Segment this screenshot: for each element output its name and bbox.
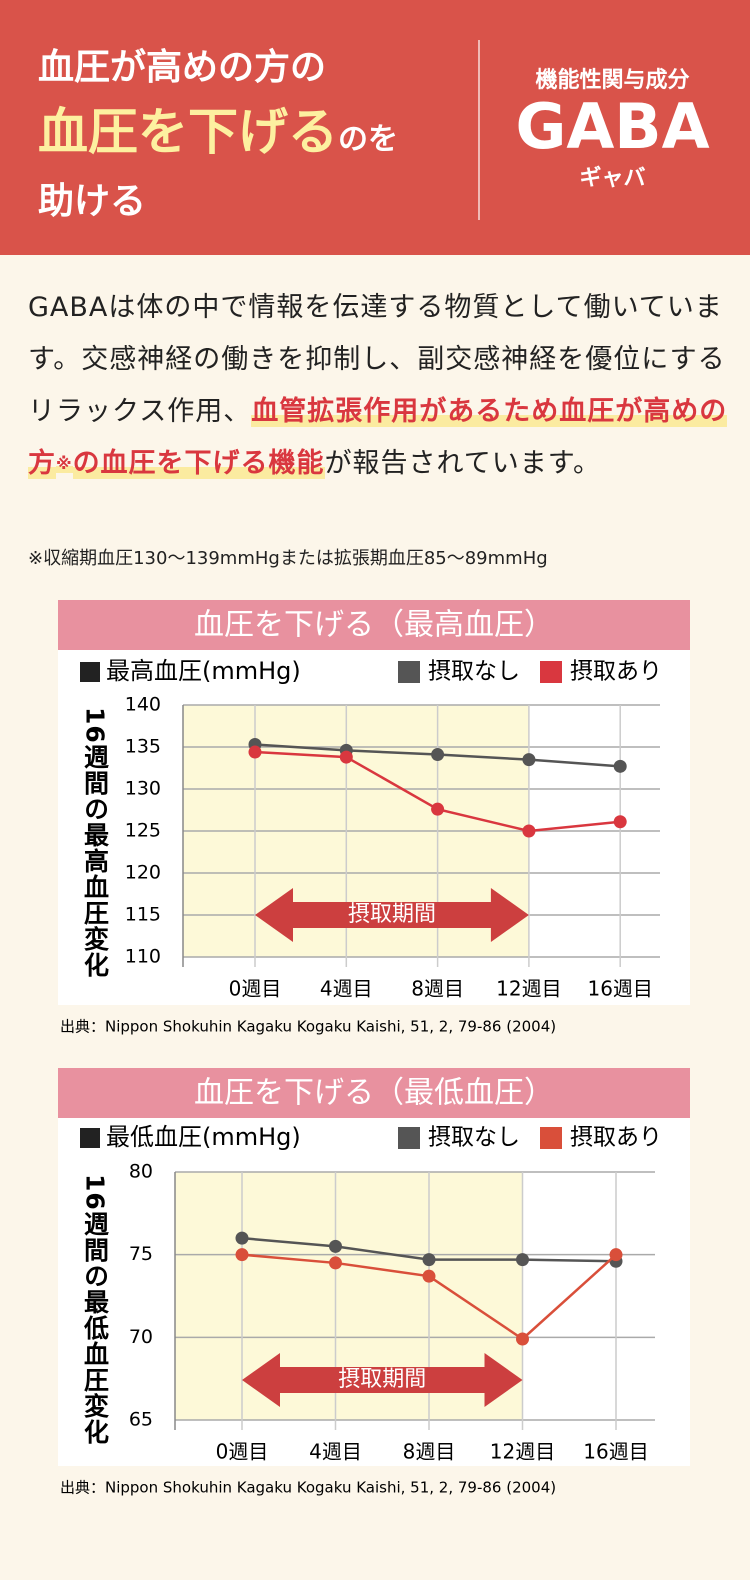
y-tick-label: 65 bbox=[129, 1409, 153, 1431]
legend-label: 摂取あり bbox=[570, 1125, 662, 1151]
y-tick-label: 125 bbox=[125, 820, 161, 842]
legend-label: 摂取なし bbox=[428, 659, 520, 685]
source: 出典：Nippon Shokuhin Kagaku Kogaku Kaishi,… bbox=[60, 1479, 556, 1497]
paragraph: GABAは体の中で情報を伝達する物質として働いています。交感神経の働きを抑制し、… bbox=[28, 282, 728, 490]
data-point bbox=[339, 750, 353, 764]
legend-title: 最低血圧(mmHg) bbox=[106, 1123, 301, 1151]
legend-title: 最高血圧(mmHg) bbox=[106, 657, 301, 685]
title-line: 助ける bbox=[38, 181, 147, 222]
chart: 血圧を下げる（最低血圧） 最低血圧(mmHg) 摂取なし 摂取あり 65 70 75 80 0週… bbox=[58, 1068, 690, 1497]
data-point bbox=[609, 1248, 623, 1262]
header: 血圧が高めの方の 血圧を下げるのを 助ける 機能性関与成分 GABA ギャバ bbox=[0, 0, 750, 255]
title-bar bbox=[58, 1068, 690, 1118]
data-point bbox=[613, 759, 627, 773]
x-tick-label: 8週目 bbox=[403, 1440, 456, 1464]
period-arrow bbox=[242, 1353, 523, 1407]
text: GABAは体の中で情報を伝達する物質として働いています。交感神経の働きを抑制し、… bbox=[28, 292, 726, 427]
data-point bbox=[329, 1256, 342, 1270]
data-point bbox=[431, 802, 445, 816]
data-point bbox=[431, 748, 445, 762]
y-tick-label: 80 bbox=[129, 1161, 153, 1183]
data-point bbox=[522, 824, 536, 838]
title-highlight: 血圧を下げる bbox=[38, 103, 338, 161]
x-tick-label: 4週目 bbox=[320, 977, 373, 1001]
legend-swatch bbox=[540, 1127, 562, 1149]
y-axis-label: 16週間の最高血圧変化 bbox=[81, 707, 110, 978]
y-tick-label: 75 bbox=[129, 1243, 153, 1265]
data-point bbox=[522, 753, 536, 767]
x-tick-label: 8週目 bbox=[411, 977, 464, 1001]
legend-label: 摂取なし bbox=[428, 1125, 520, 1151]
badge-reading: ギャバ bbox=[579, 166, 646, 191]
legend-square bbox=[80, 1128, 100, 1148]
chart-title: 血圧を下げる（最高血圧） bbox=[194, 608, 554, 643]
chart-title: 血圧を下げる（最低血圧） bbox=[194, 1076, 554, 1111]
y-tick-label: 140 bbox=[125, 694, 161, 716]
x-tick-label: 0週目 bbox=[229, 977, 282, 1001]
y-tick-label: 70 bbox=[129, 1326, 153, 1348]
legend-swatch bbox=[398, 1127, 420, 1149]
x-tick-label: 0週目 bbox=[216, 1440, 269, 1464]
y-tick-label: 115 bbox=[125, 904, 161, 926]
legend-label: 摂取あり bbox=[570, 659, 662, 685]
mark: ※ bbox=[56, 454, 73, 473]
period-arrow bbox=[255, 888, 529, 942]
title-bar bbox=[58, 600, 690, 650]
chart: 血圧を下げる（最高血圧） 最高血圧(mmHg) 摂取なし 摂取あり 110 115 120 1… bbox=[58, 600, 690, 1036]
y-tick-label: 135 bbox=[125, 736, 161, 758]
badge-label: 機能性関与成分 bbox=[535, 68, 690, 93]
data-point bbox=[516, 1253, 529, 1267]
data-point bbox=[329, 1239, 342, 1253]
y-tick-label: 130 bbox=[125, 778, 161, 800]
x-tick-label: 4週目 bbox=[309, 1440, 362, 1464]
note: ※収縮期血圧130〜139mmHgまたは拡張期血圧85〜89mmHg bbox=[28, 548, 548, 569]
title-small: のを bbox=[338, 122, 398, 157]
data-point bbox=[235, 1248, 249, 1262]
legend-swatch bbox=[540, 661, 562, 683]
title-line: 血圧が高めの方の bbox=[38, 47, 327, 88]
x-tick-label: 16週目 bbox=[583, 1440, 648, 1464]
x-tick-label: 12週目 bbox=[490, 1440, 555, 1464]
data-point bbox=[516, 1332, 529, 1346]
y-tick-label: 110 bbox=[125, 946, 161, 968]
x-tick-label: 16週目 bbox=[587, 977, 652, 1001]
source: 出典：Nippon Shokuhin Kagaku Kogaku Kaishi,… bbox=[60, 1018, 556, 1036]
data-point bbox=[613, 815, 627, 829]
period-label: 摂取期間 bbox=[338, 1367, 426, 1392]
data-point bbox=[422, 1269, 436, 1283]
data-point bbox=[422, 1253, 436, 1267]
y-tick-label: 120 bbox=[125, 862, 161, 884]
legend-square bbox=[80, 662, 100, 682]
data-point bbox=[235, 1231, 249, 1245]
title-line: 血圧を下げるのを bbox=[38, 92, 398, 164]
badge-title: GABA bbox=[515, 90, 710, 163]
divider bbox=[478, 40, 480, 220]
highlight: の血圧を下げる機能 bbox=[72, 448, 325, 479]
data-point bbox=[248, 745, 262, 759]
x-tick-label: 12週目 bbox=[496, 977, 561, 1001]
legend-swatch bbox=[398, 661, 420, 683]
period-label: 摂取期間 bbox=[348, 902, 436, 927]
text: が報告されています。 bbox=[324, 448, 602, 479]
y-axis-label: 16週間の最低血圧変化 bbox=[81, 1174, 111, 1445]
